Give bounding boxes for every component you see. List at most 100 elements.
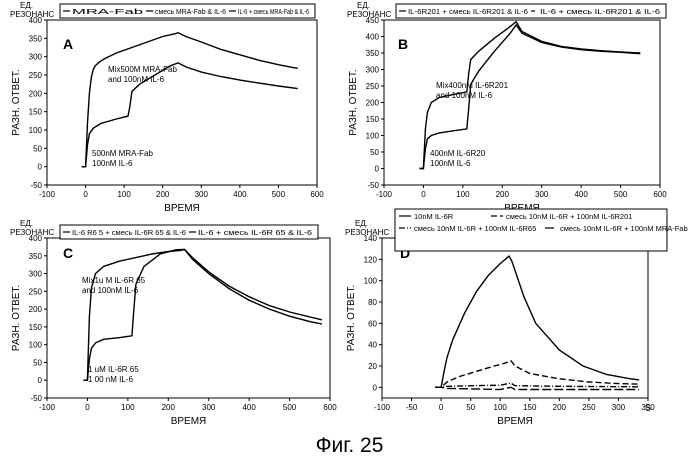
legend-entry: смесь 10nM IL-6R + 100nM MRA-Fab	[560, 224, 688, 233]
x-tick-label: 600	[653, 190, 667, 199]
x-tick-label: -100	[39, 190, 56, 199]
x-axis-title: ВРЕМЯ	[497, 416, 533, 427]
legend-entry: IL-6 + смесь IL-6R201 & IL-6	[540, 7, 660, 16]
x-tick-label: 300	[195, 190, 209, 199]
y-tick-label: 50	[33, 144, 42, 153]
y-tick-label: 100	[29, 341, 43, 350]
x-tick-label: 500	[272, 190, 286, 199]
series-line	[435, 361, 639, 388]
y-tick-label: 350	[29, 252, 43, 261]
y-tick-label: 50	[370, 148, 379, 157]
annotation-text: 400nM IL-6R20	[430, 149, 486, 158]
y-tick-label: 100	[366, 132, 380, 141]
legend-entry: IL-6 R6 5 + смесь IL-6R 65 & IL-6	[72, 228, 186, 237]
legend-entry: IL-6 + смесь MRA-Fab & IL-6	[238, 7, 309, 16]
y-tick-label: 100	[364, 277, 378, 286]
y-tick-label: 60	[368, 319, 377, 328]
annotation-text: Mix500M MRA-Fab	[108, 65, 177, 74]
x-tick-label: 400	[242, 403, 256, 412]
x-tick-label: 250	[582, 403, 596, 412]
x-tick-label: 300	[202, 403, 216, 412]
y-tick-label: 150	[366, 115, 380, 124]
x-tick-label: 100	[121, 403, 135, 412]
series-line	[83, 249, 322, 380]
annotation-text: and 100nM IL-6	[108, 75, 165, 84]
y-unit-label: ЕД.	[20, 1, 33, 10]
y-tick-label: 0	[38, 376, 43, 385]
y-tick-label: 300	[366, 66, 380, 75]
x-tick-label: -100	[376, 190, 393, 199]
annotation-text: 100nM IL-6	[92, 159, 133, 168]
x-axis-title: ВРЕМЯ	[164, 203, 200, 214]
y-tick-label: 300	[29, 270, 43, 279]
y-tick-label: 150	[29, 108, 43, 117]
x-tick-label: -100	[39, 403, 56, 412]
y-unit-label: РЕЗОНАНС	[10, 228, 54, 237]
y-tick-label: -50	[30, 394, 42, 403]
legend-entry: IL-6 + смесь IL-6R 65 & IL-6	[198, 228, 312, 237]
legend-entry: смесь 10nM IL-6R + 100nM IL-6R201	[506, 212, 632, 221]
x-axis-title: ВРЕМЯ	[171, 416, 207, 427]
y-unit-label: ЕД.	[355, 219, 368, 228]
panel-c: -1000100200300400500600-5005010015020025…	[10, 219, 337, 427]
x-tick-label: 200	[162, 403, 176, 412]
annotation-text: 500nM MRA-Fab	[92, 149, 153, 158]
y-tick-label: 0	[375, 165, 380, 174]
panel-letter: A	[63, 36, 73, 52]
x-unit-label: S	[645, 403, 651, 413]
x-tick-label: -50	[406, 403, 418, 412]
y-unit-label: РЕЗОНАНС	[10, 10, 54, 19]
y-axis-title: РАЗН. ОТВЕТ.	[348, 69, 359, 135]
series-line	[435, 256, 639, 387]
legend-entry: 10nM IL-6R	[414, 212, 454, 221]
y-tick-label: -50	[30, 181, 42, 190]
y-tick-label: 400	[366, 33, 380, 42]
x-tick-label: 200	[496, 190, 510, 199]
x-tick-label: 100	[456, 190, 470, 199]
x-tick-label: 100	[117, 190, 131, 199]
x-tick-label: 0	[83, 190, 88, 199]
x-tick-label: 0	[421, 190, 426, 199]
series-line	[82, 33, 298, 167]
x-tick-label: 100	[494, 403, 508, 412]
x-tick-label: 300	[612, 403, 626, 412]
y-tick-label: 100	[29, 126, 43, 135]
legend-entry: IL-6R201 + смесь IL-6R201 & IL-6	[408, 7, 528, 16]
panel-letter: C	[63, 245, 73, 261]
x-tick-label: 150	[523, 403, 537, 412]
y-axis-title: РАЗН. ОТВЕТ.	[11, 285, 22, 351]
figure-caption: Фиг. 25	[0, 434, 699, 458]
y-tick-label: 350	[29, 34, 43, 43]
panel-a: -1000100200300400500600-5005010015020025…	[10, 1, 324, 214]
y-tick-label: 80	[368, 298, 377, 307]
y-tick-label: 40	[368, 341, 377, 350]
y-axis-title: РАЗН. ОТВЕТ.	[346, 285, 357, 351]
y-unit-label: РЕЗОНАНС	[345, 228, 389, 237]
panel-d: -100-50050100150200250300350020406080100…	[345, 209, 688, 427]
x-tick-label: 0	[439, 403, 444, 412]
y-tick-label: 300	[29, 53, 43, 62]
y-axis-title: РАЗН. ОТВЕТ.	[11, 69, 22, 135]
y-tick-label: 20	[368, 362, 377, 371]
annotation-text: 1 00 nM IL-6	[88, 375, 133, 384]
legend-entry: MRA-Fab	[72, 7, 143, 16]
plot-frame	[384, 20, 660, 185]
x-tick-label: 50	[466, 403, 475, 412]
y-tick-label: 50	[33, 358, 42, 367]
y-unit-label: РЕЗОНАНС	[347, 10, 391, 19]
panel-letter: B	[398, 36, 408, 52]
x-tick-label: 500	[614, 190, 628, 199]
x-tick-label: 600	[323, 403, 337, 412]
y-tick-label: 120	[364, 255, 378, 264]
series-line	[435, 387, 639, 389]
series-line	[420, 22, 641, 169]
x-tick-label: 500	[283, 403, 297, 412]
x-tick-label: 400	[574, 190, 588, 199]
legend-entry: смесь 10nM IL-6R + 100nM IL-6R65	[414, 224, 536, 233]
y-tick-label: 0	[38, 163, 43, 172]
y-unit-label: ЕД.	[20, 219, 33, 228]
y-tick-label: 200	[29, 89, 43, 98]
plot-frame	[382, 238, 648, 398]
y-tick-label: 0	[373, 383, 378, 392]
